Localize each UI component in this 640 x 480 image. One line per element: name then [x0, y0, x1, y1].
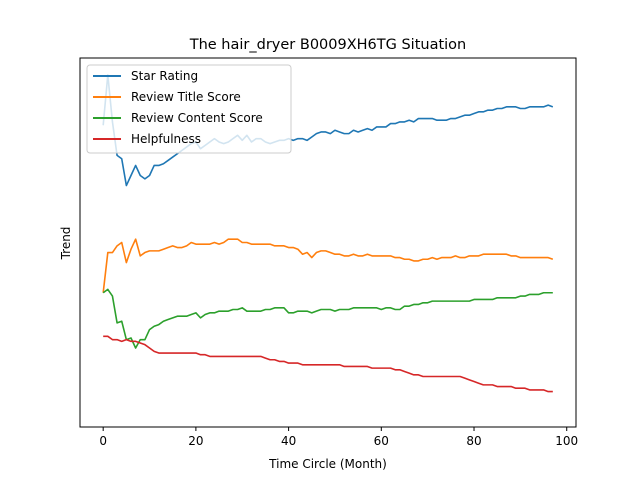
x-axis-label: Time Circle (Month) [268, 457, 387, 471]
series-line-4 [103, 335, 553, 393]
x-tick-label: 20 [188, 434, 203, 448]
chart-title: The hair_dryer B0009XH6TG Situation [189, 37, 467, 53]
plot-frame [79, 57, 577, 428]
legend-box [86, 64, 292, 154]
series-line-3 [102, 288, 553, 349]
y-axis-label: Trend [59, 227, 73, 261]
legend-label-4: Helpfulness [131, 132, 201, 146]
x-tick-label: 0 [99, 434, 107, 448]
series-line-2 [102, 238, 554, 293]
legend: Star Rating Review Title Score Review Cont… [86, 64, 292, 154]
x-tick-label: 100 [555, 434, 578, 448]
legend-label-3: Review Content Score [131, 111, 263, 125]
x-tick-label: 80 [466, 434, 481, 448]
x-axis: 0 20 40 60 80 100 [99, 427, 578, 448]
x-tick-label: 60 [374, 434, 389, 448]
x-tick-label: 40 [281, 434, 296, 448]
legend-label-2: Review Title Score [131, 90, 241, 104]
legend-label-1: Star Rating [131, 69, 198, 83]
